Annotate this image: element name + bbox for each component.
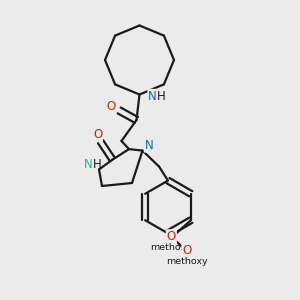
Text: H: H [92,158,101,171]
Text: N: N [84,158,93,171]
Text: methoxy: methoxy [151,243,192,252]
Text: O: O [167,230,176,243]
Text: O: O [93,128,102,141]
Text: methoxy: methoxy [166,257,208,266]
Text: O: O [107,100,116,113]
Text: O: O [182,244,191,257]
Text: H: H [157,90,166,103]
Text: N: N [148,90,157,103]
Text: N: N [145,139,154,152]
